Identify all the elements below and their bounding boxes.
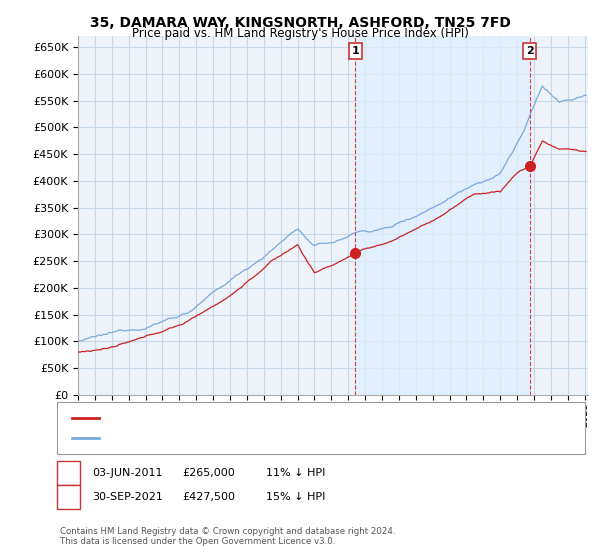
Bar [355,36,530,395]
Text: Price paid vs. HM Land Registry's House Price Index (HPI): Price paid vs. HM Land Registry's House … [131,27,469,40]
Text: Contains HM Land Registry data © Crown copyright and database right 2024.
This d: Contains HM Land Registry data © Crown c… [60,526,395,546]
Text: 15% ↓ HPI: 15% ↓ HPI [266,492,325,502]
Text: £265,000: £265,000 [182,468,235,478]
Text: 35, DAMARA WAY, KINGSNORTH, ASHFORD, TN25 7FD: 35, DAMARA WAY, KINGSNORTH, ASHFORD, TN2… [89,16,511,30]
Text: 2: 2 [526,46,533,56]
Text: 1: 1 [64,466,73,480]
Text: 11% ↓ HPI: 11% ↓ HPI [266,468,325,478]
Text: 2: 2 [64,491,73,504]
Text: 03-JUN-2011: 03-JUN-2011 [92,468,162,478]
Text: £427,500: £427,500 [182,492,235,502]
Text: 35, DAMARA WAY, KINGSNORTH, ASHFORD, TN25 7FD (detached house): 35, DAMARA WAY, KINGSNORTH, ASHFORD, TN2… [105,413,481,423]
Text: 1: 1 [352,46,359,56]
Text: HPI: Average price, detached house, Ashford: HPI: Average price, detached house, Ashf… [105,433,338,443]
Text: 30-SEP-2021: 30-SEP-2021 [92,492,163,502]
